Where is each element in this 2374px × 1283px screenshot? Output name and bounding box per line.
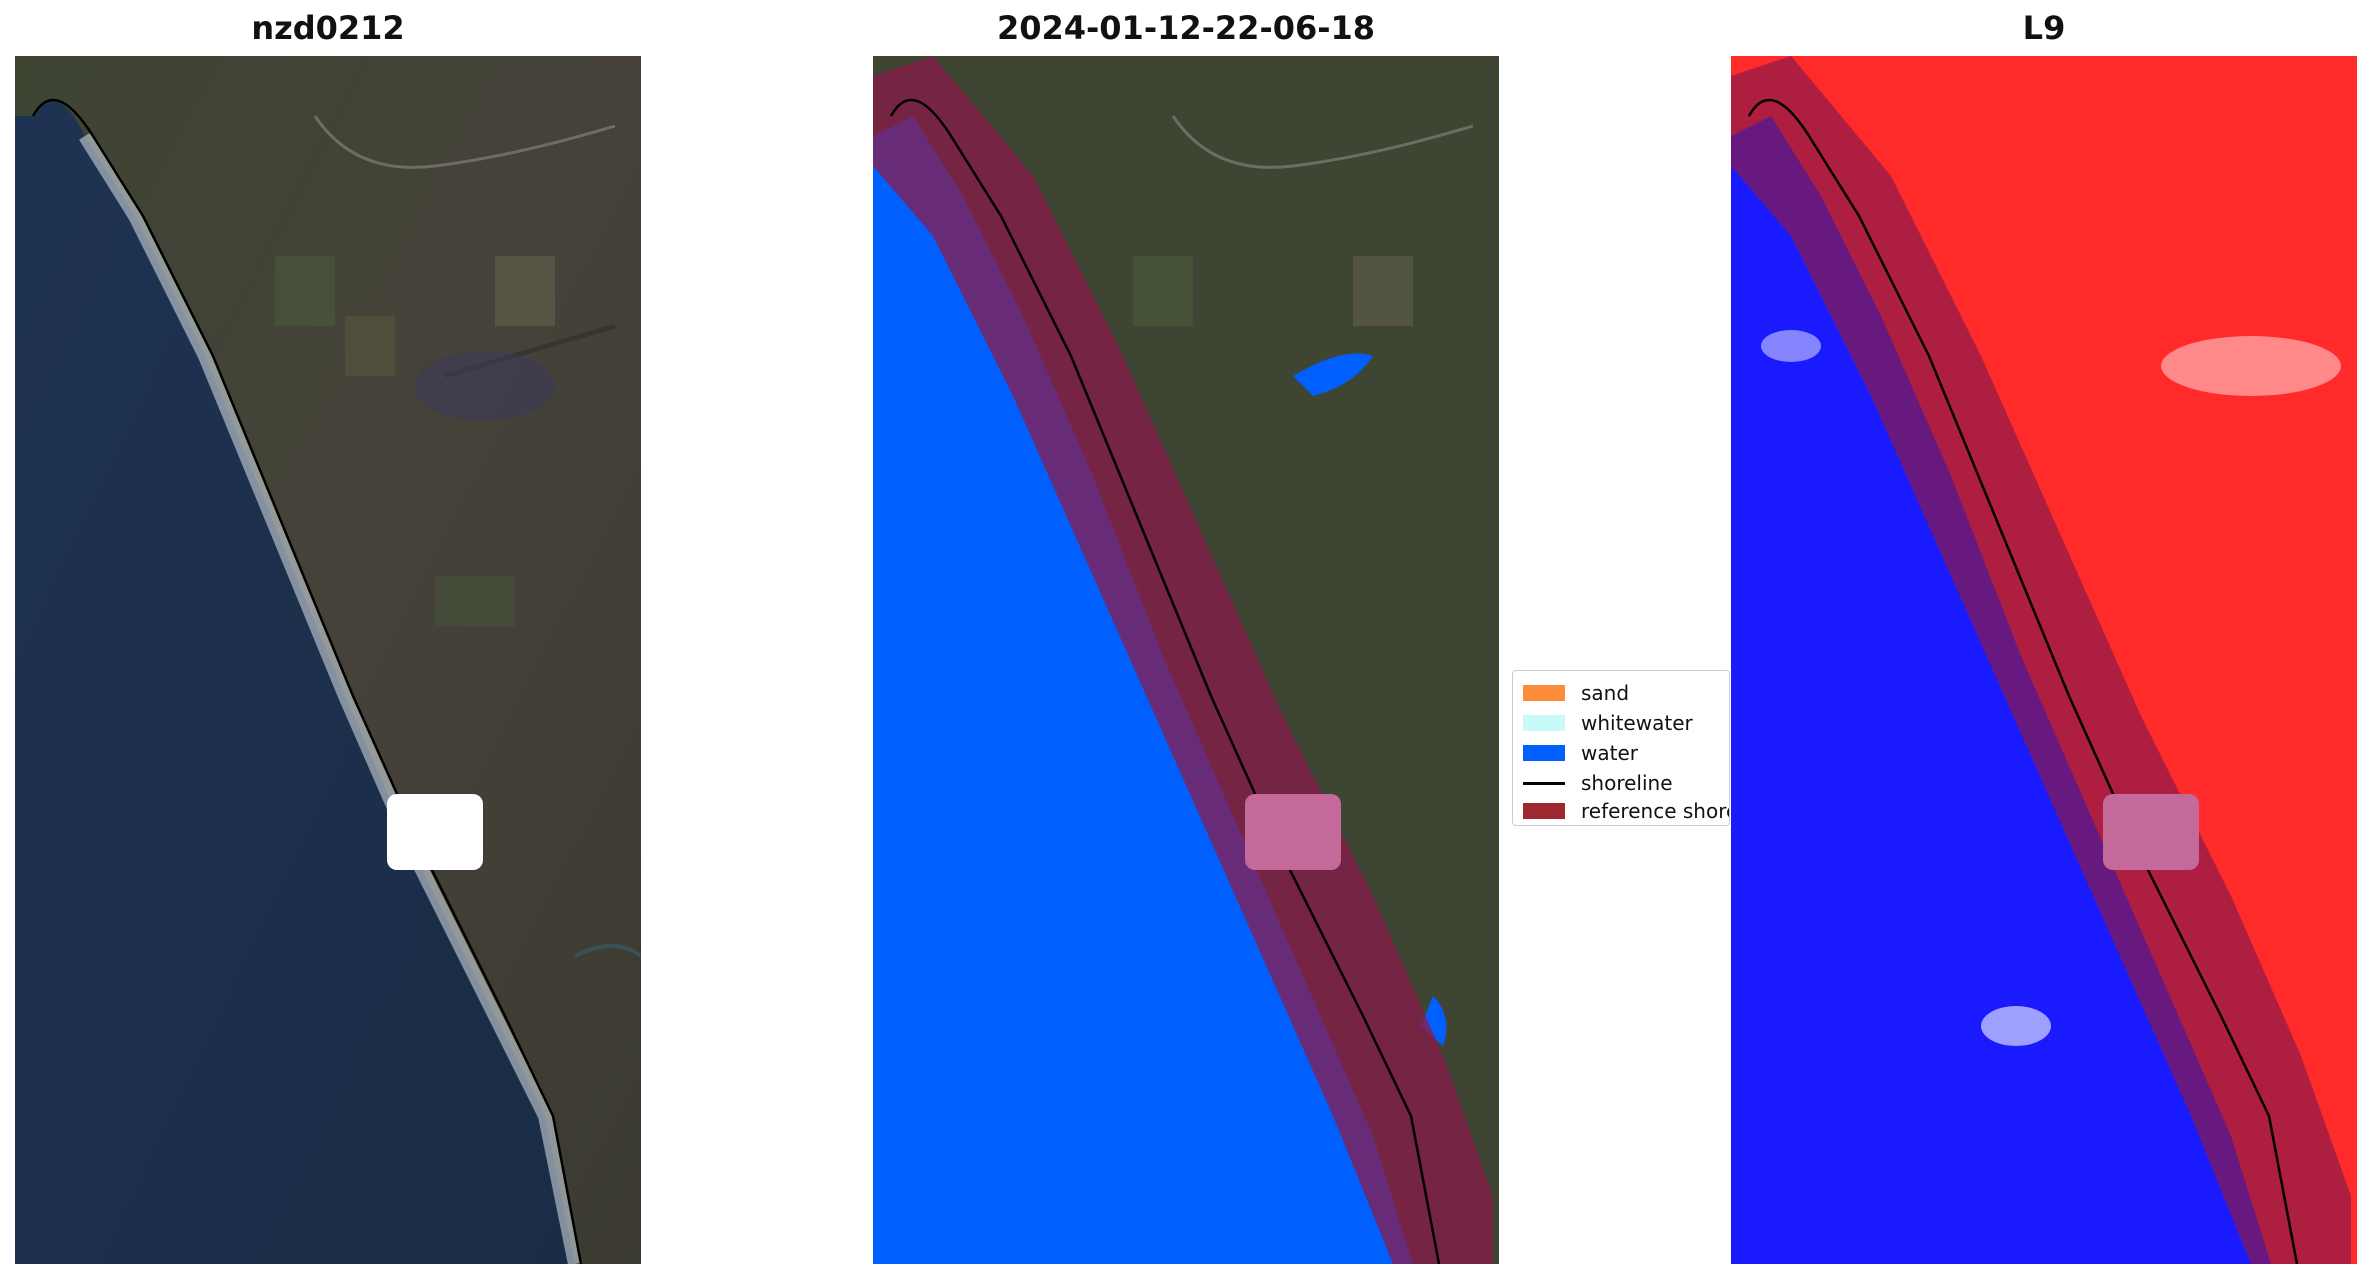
legend-label: shoreline — [1581, 771, 1673, 795]
legend-item-sand: sand — [1523, 679, 1729, 707]
reference-buffer — [873, 56, 1493, 1264]
legend-label: reference shoreline buffer — [1581, 799, 1729, 823]
legend-label: whitewater — [1581, 711, 1693, 735]
legend-item-whitewater: whitewater — [1523, 709, 1729, 737]
shoreline-swatch — [1523, 781, 1565, 785]
rgb-image-panel — [15, 56, 641, 1264]
index-image — [1731, 56, 2357, 1264]
reference-swatch — [1523, 803, 1565, 819]
rgb-satellite-image — [15, 56, 641, 1264]
legend-item-shoreline: shoreline — [1523, 769, 1729, 797]
panel-title-rgb: nzd0212 — [251, 9, 405, 47]
panel-title-index: L9 — [2022, 9, 2066, 47]
index-image-panel — [1731, 56, 2357, 1264]
panel-title-classified: 2024-01-12-22-06-18 — [996, 9, 1376, 47]
classified-image — [873, 56, 1499, 1264]
sand-swatch — [1523, 685, 1565, 701]
legend-item-water: water — [1523, 739, 1729, 767]
legend-label: sand — [1581, 681, 1630, 705]
water-swatch — [1523, 745, 1565, 761]
legend-label: water — [1581, 741, 1638, 765]
legend: sand whitewater water shoreline referenc… — [1512, 670, 1730, 826]
whitewater-swatch — [1523, 715, 1565, 731]
cloud-mask-patch — [387, 794, 483, 870]
classified-image-panel — [873, 56, 1499, 1264]
legend-item-reference: reference shoreline buffer — [1523, 797, 1729, 825]
